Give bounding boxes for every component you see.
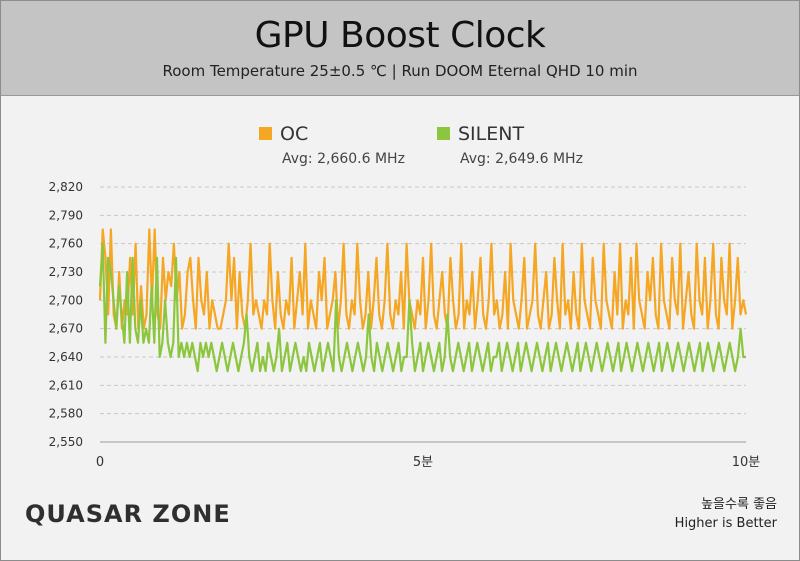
higher-is-better-note: 높을수록 좋음 Higher is Better — [675, 495, 777, 533]
line-chart: 2,550 2,580 2,610 2,640 2,670 2,700 2,730 2,760… — [49, 180, 761, 470]
series-line-silent — [98, 242, 746, 373]
quasarzone-logo: QUASAR ZONE — [25, 500, 231, 528]
y-tick-label: 2,790 — [49, 208, 83, 222]
x-tick-label: 10분 — [732, 455, 761, 470]
note-english: Higher is Better — [674, 516, 777, 531]
legend-label-oc: OC — [280, 123, 309, 145]
y-tick-label: 2,820 — [49, 180, 83, 194]
y-tick-label: 2,670 — [49, 322, 83, 336]
y-tick-label: 2,580 — [49, 407, 83, 421]
y-tick-label: 2,760 — [49, 237, 83, 251]
legend-swatch-silent — [437, 127, 450, 140]
x-tick-label: 0 — [96, 455, 104, 470]
legend-label-silent: SILENT — [458, 123, 525, 145]
legend-swatch-oc — [259, 127, 272, 140]
note-korean: 높을수록 좋음 — [701, 497, 777, 512]
x-tick-label: 5분 — [413, 455, 433, 470]
y-tick-label: 2,700 — [49, 293, 83, 307]
header-band: GPU Boost Clock Room Temperature 25±0.5 … — [1, 1, 799, 96]
y-tick-label: 2,550 — [49, 435, 83, 449]
legend-item-silent: SILENT — [437, 123, 524, 145]
chart-title: GPU Boost Clock — [254, 15, 546, 56]
y-tick-label: 2,610 — [49, 378, 83, 392]
y-tick-label: 2,640 — [49, 350, 83, 364]
chart-subtitle: Room Temperature 25±0.5 ℃ | Run DOOM Ete… — [162, 62, 638, 80]
legend-item-oc: OC — [259, 123, 308, 145]
legend-avg-silent: Avg: 2,649.6 MHz — [460, 151, 583, 167]
legend-avg-oc: Avg: 2,660.6 MHz — [282, 151, 405, 167]
series-line-oc — [98, 228, 748, 330]
y-tick-label: 2,730 — [49, 265, 83, 279]
